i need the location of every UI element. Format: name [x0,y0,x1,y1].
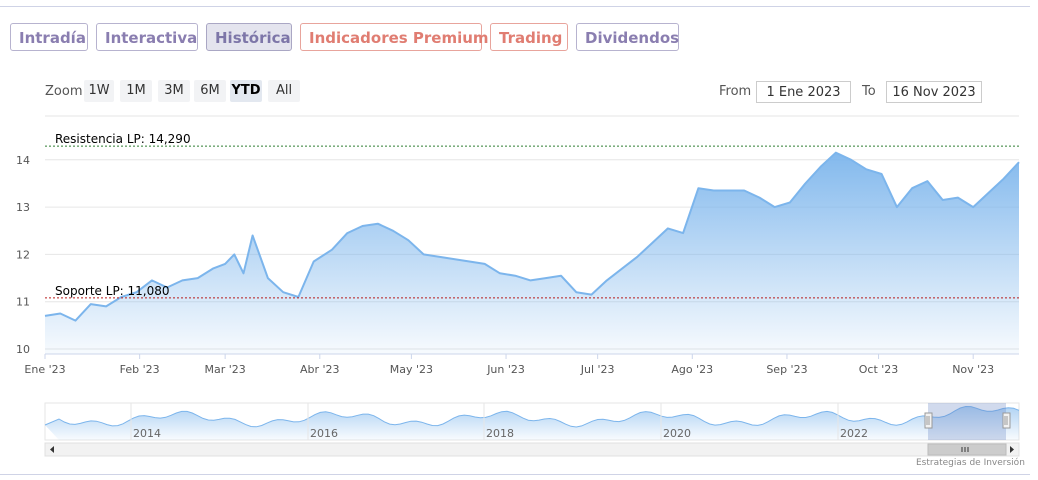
series-area [44,151,1020,355]
x-tick-label: Jul '23 [580,363,615,376]
navigator-tick-label: 2016 [310,427,338,440]
tab-intradia[interactable]: Intradía [10,23,88,51]
x-tick-label: Sep '23 [766,363,807,376]
navigator-line [44,405,1020,428]
zoom-3m-button[interactable]: 3M [158,80,190,102]
x-tick-label: Feb '23 [120,363,160,376]
zoom-1w-button[interactable]: 1W [84,80,114,102]
navigator-selection [928,403,1006,440]
x-axis: Ene '23 Feb '23 Mar '23 Abr '23 May '23 Jun '… [24,354,994,376]
from-date-input[interactable] [756,81,851,103]
zoom-all-button[interactable]: All [268,80,300,102]
zoom-6m-button[interactable]: 6M [194,80,226,102]
scrollbar-grip [961,447,969,452]
zoom-label: Zoom [45,84,83,99]
tab-historica[interactable]: Histórica [206,23,292,51]
series-line [44,151,1020,322]
navigator-tick-label: 2022 [840,427,868,440]
y-tick-label: 12 [16,248,30,261]
top-divider [0,6,1030,7]
series-fill [45,152,1019,354]
credit-text: Estrategias de Inversión [916,458,1025,468]
bottom-divider [0,474,1030,475]
annotations: Resistencia LP: 14,290 Soporte LP: 11,080 [45,132,1019,299]
x-tick-label: Ago '23 [671,363,713,376]
scrollbar-thumb [927,443,1007,456]
x-tick-label: Mar '23 [205,363,246,376]
navigator-fill [45,406,1019,440]
support-label: Soporte LP: 11,080 [55,284,170,298]
tab-indicadores-premium[interactable]: Indicadores Premium [300,23,489,51]
x-tick-label: Oct '23 [859,363,899,376]
zoom-ytd-button[interactable]: YTD [230,80,262,102]
from-label: From [719,84,752,99]
tab-trading[interactable]: Trading [490,23,568,51]
resistance-label: Resistencia LP: 14,290 [55,132,191,146]
y-tick-label: 14 [16,154,30,167]
scroll-right-arrow-icon [1010,446,1014,453]
navigator[interactable]: 2014 2016 2018 2020 2022 [44,402,1020,457]
tab-interactiva[interactable]: Interactiva [96,23,198,51]
scroll-left-arrow-icon [50,446,54,453]
y-axis: 10 11 12 13 14 [16,154,30,356]
navigator-tick-label: 2014 [133,427,161,440]
scrollbar-track [44,442,1020,457]
y-tick-label: 11 [16,296,30,309]
navigator-tick-label: 2020 [663,427,691,440]
to-label: To [862,84,876,99]
navigator-tick-label: 2018 [486,427,514,440]
x-tick-label: Jun '23 [486,363,525,376]
x-tick-label: Abr '23 [300,363,340,376]
y-tick-label: 10 [16,343,30,356]
to-date-input[interactable] [886,81,982,103]
x-tick-label: Ene '23 [24,363,65,376]
tab-dividendos[interactable]: Dividendos [576,23,679,51]
y-tick-label: 13 [16,201,30,214]
zoom-1m-button[interactable]: 1M [120,80,152,102]
x-tick-label: Nov '23 [952,363,994,376]
x-tick-label: May '23 [390,363,433,376]
